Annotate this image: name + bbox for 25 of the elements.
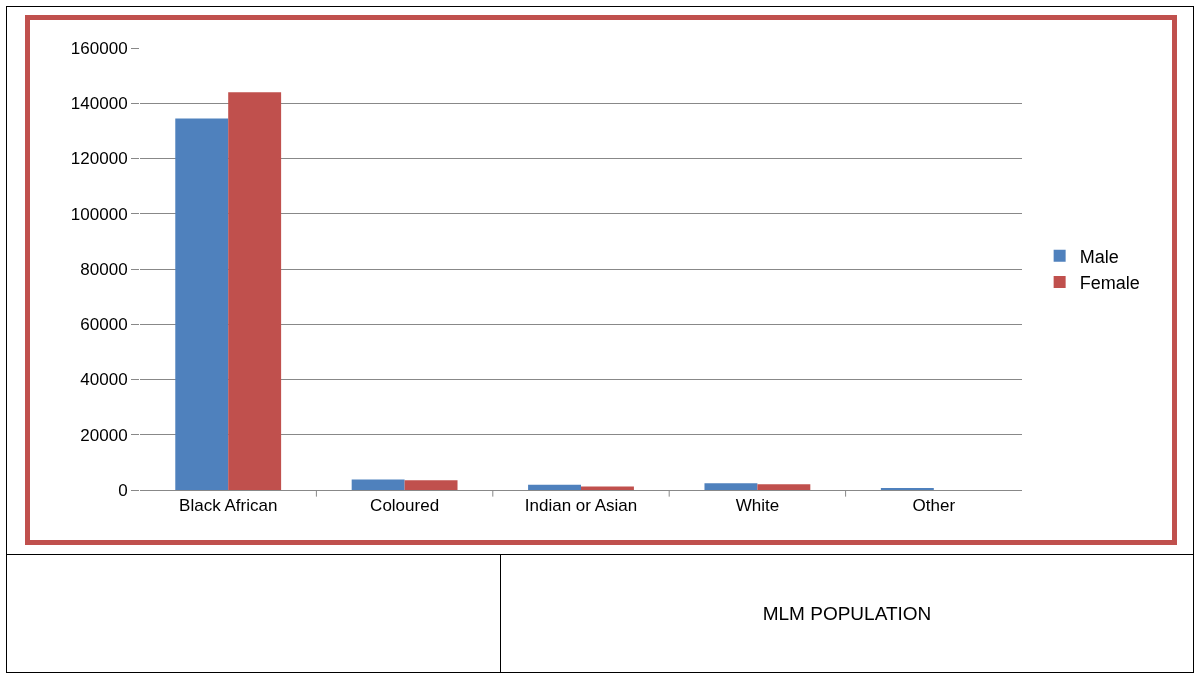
bar [351,479,405,490]
legend-label: Female [1079,273,1140,294]
bar [581,486,634,490]
y-tick-label: 140000 [70,94,128,114]
legend-label: Male [1079,246,1119,267]
bar [175,118,229,490]
bar [528,484,581,490]
y-tick-label: 60000 [80,315,128,335]
y-tick-label: 20000 [80,425,128,445]
y-tick-label: 160000 [70,38,128,58]
x-tick-label: Other [912,496,956,516]
bar [757,484,811,490]
bar [228,92,282,490]
bar [404,480,458,490]
y-tick-label: 80000 [80,259,128,279]
y-tick-label: 0 [118,480,128,500]
y-tick-label: 100000 [70,204,128,224]
x-tick-label: Coloured [370,496,440,516]
text: MLM POPULATION [761,602,933,626]
x-tick-label: Black African [179,496,278,516]
x-tick-label: White [735,496,780,516]
bar [704,483,758,490]
x-tick-label: Indian or Asian [524,496,638,516]
y-tick-label: 120000 [70,149,128,169]
y-tick-label: 40000 [80,370,128,390]
